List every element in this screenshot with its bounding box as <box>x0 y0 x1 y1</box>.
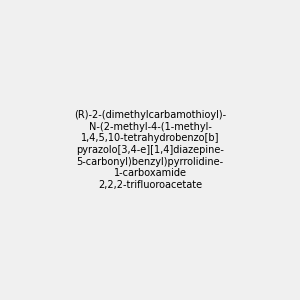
Text: (R)-2-(dimethylcarbamothioyl)-
N-(2-methyl-4-(1-methyl-
1,4,5,10-tetrahydrobenzo: (R)-2-(dimethylcarbamothioyl)- N-(2-meth… <box>74 110 226 190</box>
